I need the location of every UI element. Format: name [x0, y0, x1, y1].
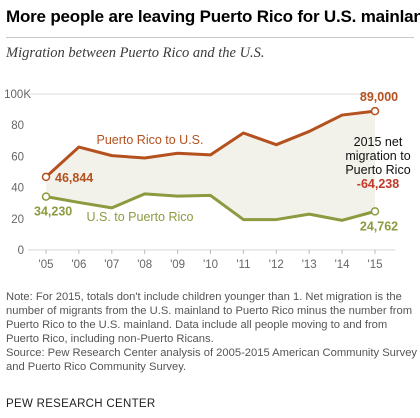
y-tick-label: 40 [11, 183, 24, 195]
x-tick-label: '10 [203, 259, 218, 271]
title-divider [6, 37, 414, 38]
net-migration-value: -64,238 [357, 177, 399, 191]
data-label-pr-start: 46,844 [55, 171, 93, 185]
point-us-end [370, 207, 380, 216]
series-line-us-to-pr [44, 192, 377, 222]
x-tick-label: '13 [302, 259, 317, 271]
net-migration-annotation-line: 2015 net [354, 135, 403, 149]
series-label-us-to-pr: U.S. to Puerto Rico [87, 210, 194, 224]
data-label-us-start: 34,230 [34, 205, 72, 219]
x-tick-label: '06 [71, 259, 86, 271]
series-label-pr-to-us: Puerto Rico to U.S. [97, 133, 204, 147]
migration-line-chart: 0 20 40 60 80 100K '05 '06 '07 '08 '09 '10 '11 '12 '13… [4, 89, 411, 271]
x-tick-label: '09 [170, 259, 185, 271]
x-tick-label: '08 [137, 259, 152, 271]
series-line-pr-to-us [44, 109, 377, 179]
x-tick-label: '15 [368, 259, 383, 271]
y-tick-label: 80 [11, 120, 24, 132]
data-label-pr-end: 89,000 [360, 90, 398, 104]
chart-notes: Note: For 2015, totals don't include chi… [6, 290, 418, 374]
point-pr-start [41, 172, 51, 182]
net-migration-annotation-line: migration to [345, 149, 410, 163]
x-tick-label: '14 [335, 259, 351, 271]
x-tick-label: '11 [236, 259, 250, 271]
note-text: Note: For 2015, totals don't include chi… [6, 291, 413, 345]
x-tick-label: '07 [104, 259, 119, 271]
point-pr-end [370, 106, 380, 116]
y-tick-label-top: 100K [4, 89, 31, 101]
y-tick-label: 0 [18, 245, 24, 257]
data-label-us-end: 24,762 [360, 219, 398, 233]
x-tick-label: '12 [269, 259, 284, 271]
y-tick-label: 20 [11, 214, 24, 226]
x-tick-label: '05 [39, 259, 54, 271]
point-us-start [41, 192, 51, 201]
chart-title: More people are leaving Puerto Rico for … [6, 7, 420, 26]
y-tick-label: 60 [11, 151, 24, 163]
net-migration-annotation-line: Puerto Rico [345, 163, 410, 177]
brand-footer: PEW RESEARCH CENTER [6, 398, 156, 410]
source-text: Source: Pew Research Center analysis of … [6, 347, 418, 373]
chart-subtitle: Migration between Puerto Rico and the U.… [6, 45, 265, 61]
